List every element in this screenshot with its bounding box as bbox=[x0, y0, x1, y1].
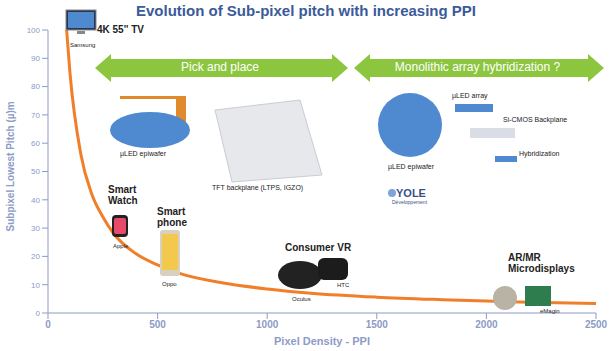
svg-text:500: 500 bbox=[149, 319, 166, 330]
svg-text:2500: 2500 bbox=[585, 319, 608, 330]
html-text:TFT backplane (LTPS, IGZO): TFT backplane (LTPS, IGZO) bbox=[212, 184, 304, 191]
html-text:AR/MR Microdisplays: AR/MR Microdisplays bbox=[508, 252, 575, 274]
svg-text:30: 30 bbox=[31, 224, 40, 233]
svg-text:80: 80 bbox=[31, 82, 40, 91]
html-text:Développement: Développement bbox=[392, 199, 427, 205]
html-text:eMagin: eMagin bbox=[540, 308, 560, 314]
svg-text:Pixel Density - PPI: Pixel Density - PPI bbox=[274, 335, 370, 347]
html-text:4K 55'' TV: 4K 55'' TV bbox=[97, 24, 144, 35]
svg-text:100: 100 bbox=[27, 26, 41, 35]
svg-text:1000: 1000 bbox=[256, 319, 279, 330]
svg-text:0: 0 bbox=[45, 319, 51, 330]
svg-text:60: 60 bbox=[31, 139, 40, 148]
html-text:Smart Watch: Smart Watch bbox=[108, 184, 138, 206]
html-text:Apple: Apple bbox=[113, 243, 129, 249]
html-text:Hybridization: Hybridization bbox=[519, 150, 560, 157]
html-text:Oppo: Oppo bbox=[162, 281, 177, 287]
html-text:Pick and place: Pick and place bbox=[181, 60, 259, 74]
svg-text:10: 10 bbox=[31, 281, 40, 290]
html-text:µLED epiwafer: µLED epiwafer bbox=[120, 150, 167, 157]
html-text:Monolithic array hybridization: Monolithic array hybridization ? bbox=[394, 60, 561, 74]
html-text:HTC: HTC bbox=[337, 282, 350, 288]
html-text:Evolution of Sub-pixel pitch w: Evolution of Sub-pixel pitch with increa… bbox=[136, 2, 476, 19]
html-text:µLED array: µLED array bbox=[452, 92, 488, 99]
html-text:Consumer VR: Consumer VR bbox=[285, 242, 352, 253]
svg-text:1500: 1500 bbox=[366, 319, 389, 330]
svg-text:Subpixel Lowest Pitch (µ)m: Subpixel Lowest Pitch (µ)m bbox=[5, 101, 16, 231]
svg-text:40: 40 bbox=[31, 196, 40, 205]
html-text:Si-CMOS Backplane: Si-CMOS Backplane bbox=[503, 116, 568, 123]
svg-text:2000: 2000 bbox=[475, 319, 498, 330]
svg-text:90: 90 bbox=[31, 54, 40, 63]
svg-text:20: 20 bbox=[31, 252, 40, 261]
svg-text:50: 50 bbox=[31, 167, 40, 176]
html-text:YOLE: YOLE bbox=[396, 187, 426, 199]
svg-text:0: 0 bbox=[36, 309, 41, 318]
svg-text:70: 70 bbox=[31, 111, 40, 120]
html-text:µLED epiwafer: µLED epiwafer bbox=[388, 163, 435, 170]
html-text:Samsung: Samsung bbox=[70, 42, 96, 48]
html-text:Oculus: Oculus bbox=[292, 296, 311, 302]
html-text:Smart phone: Smart phone bbox=[157, 206, 187, 228]
